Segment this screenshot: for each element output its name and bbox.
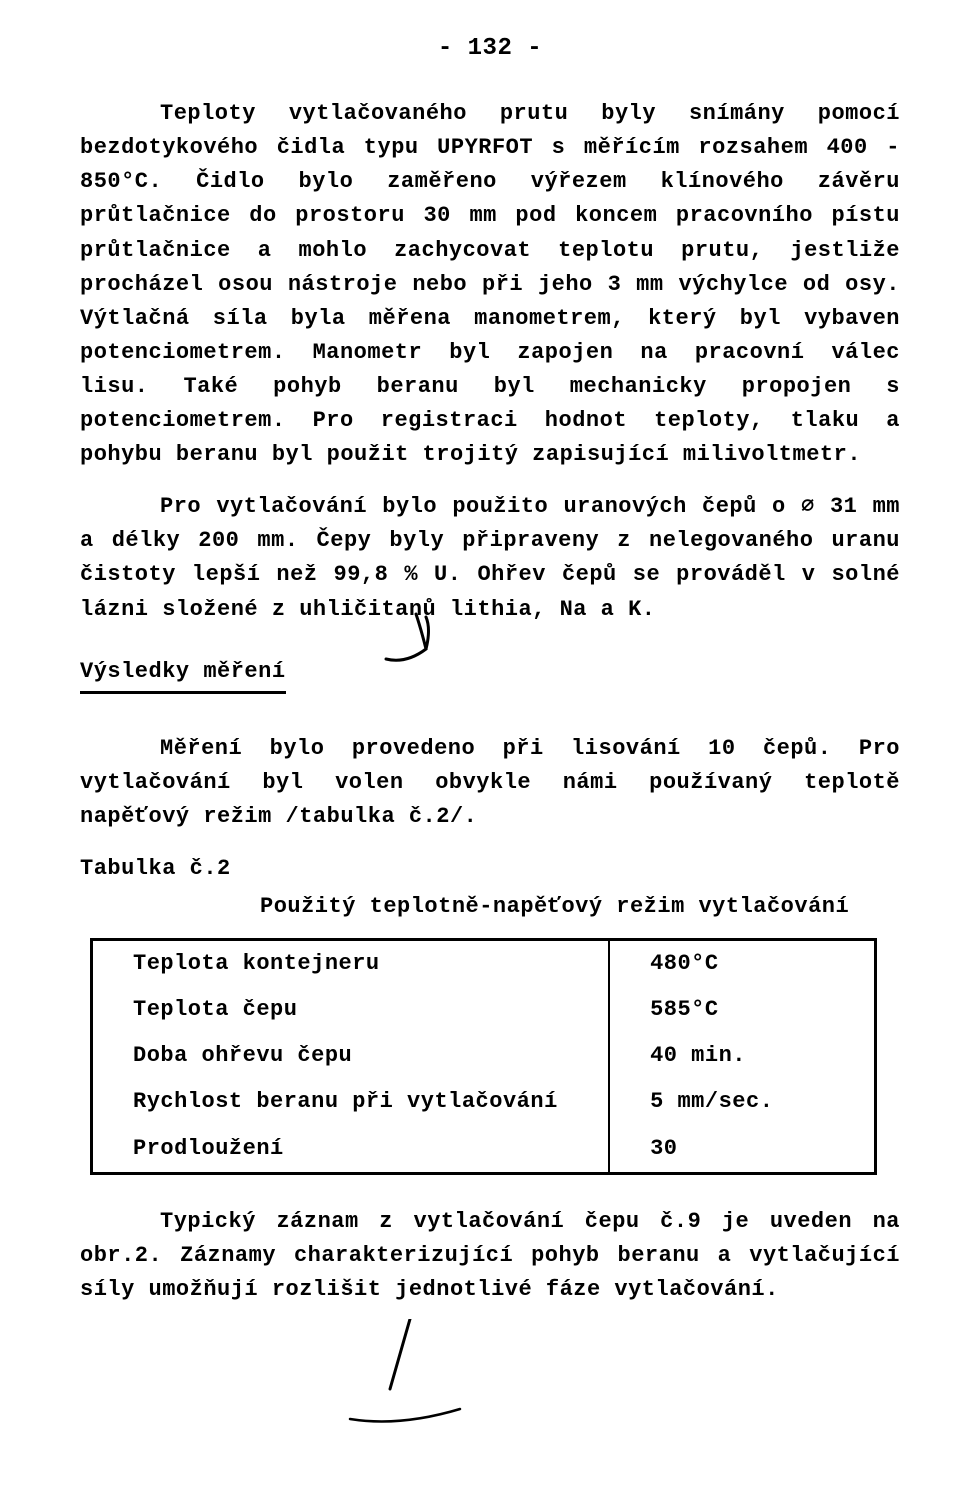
document-page: - 132 - Teploty vytlačovaného prutu byly… [0, 0, 960, 1488]
table-subcaption: Použitý teplotně-napěťový režim vytlačov… [260, 890, 900, 924]
table-row: Rychlost beranu při vytlačování 5 mm/sec… [92, 1079, 876, 1125]
table-cell-value: 585°C [609, 987, 876, 1033]
table-row: Teplota čepu 585°C [92, 987, 876, 1033]
table-row: Teplota kontejneru 480°C [92, 940, 876, 988]
paragraph-4: Typický záznam z vytlačování čepu č.9 je… [80, 1205, 900, 1307]
page-number: - 132 - [80, 30, 900, 67]
table-cell-label: Teplota čepu [92, 987, 610, 1033]
table-caption: Tabulka č.2 [80, 852, 900, 886]
table-cell-label: Teplota kontejneru [92, 940, 610, 988]
paragraph-1: Teploty vytlačovaného prutu byly snímány… [80, 97, 900, 472]
paragraph-3: Měření bylo provedeno při lisování 10 če… [80, 732, 900, 834]
table-row: Prodloužení 30 [92, 1126, 876, 1174]
table-cell-label: Doba ohřevu čepu [92, 1033, 610, 1079]
table-cell-label: Rychlost beranu při vytlačování [92, 1079, 610, 1125]
paragraph-2: Pro vytlačování bylo použito uranových č… [80, 490, 900, 626]
table-cell-value: 30 [609, 1126, 876, 1174]
table-cell-label: Prodloužení [92, 1126, 610, 1174]
heading-row: Výsledky měření [80, 645, 900, 714]
table-cell-value: 40 min. [609, 1033, 876, 1079]
section-heading-results: Výsledky měření [80, 655, 286, 694]
table-row: Doba ohřevu čepu 40 min. [92, 1033, 876, 1079]
table-cell-value: 5 mm/sec. [609, 1079, 876, 1125]
parameters-table: Teplota kontejneru 480°C Teplota čepu 58… [90, 938, 877, 1174]
table-cell-value: 480°C [609, 940, 876, 988]
